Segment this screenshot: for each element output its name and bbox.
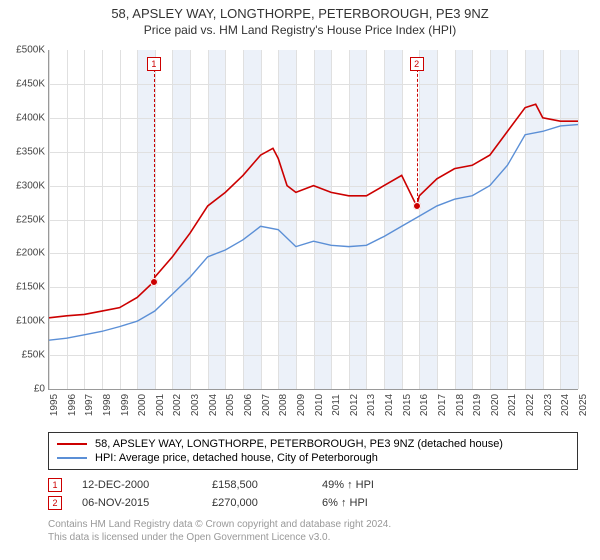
x-axis-label: 2006 bbox=[243, 394, 254, 416]
y-axis-label: £400K bbox=[16, 112, 45, 123]
x-axis-label: 1998 bbox=[102, 394, 113, 416]
y-axis-label: £300K bbox=[16, 180, 45, 191]
plot-area: £0£50K£100K£150K£200K£250K£300K£350K£400… bbox=[48, 50, 578, 390]
x-axis-label: 2009 bbox=[296, 394, 307, 416]
legend-box: 58, APSLEY WAY, LONGTHORPE, PETERBOROUGH… bbox=[48, 432, 578, 470]
x-axis-label: 2003 bbox=[190, 394, 201, 416]
y-axis-label: £0 bbox=[34, 384, 45, 395]
x-axis-label: 1995 bbox=[49, 394, 60, 416]
sale-pct: 6% ↑ HPI bbox=[322, 497, 432, 509]
y-axis-label: £500K bbox=[16, 45, 45, 56]
x-axis-label: 2001 bbox=[155, 394, 166, 416]
x-axis-label: 1997 bbox=[84, 394, 95, 416]
sale-dot-icon bbox=[150, 278, 158, 286]
sale-marker-icon: 1 bbox=[147, 57, 161, 71]
legend-block: 58, APSLEY WAY, LONGTHORPE, PETERBOROUGH… bbox=[48, 432, 578, 544]
page-subtitle: Price paid vs. HM Land Registry's House … bbox=[0, 23, 600, 37]
sale-price: £270,000 bbox=[212, 497, 302, 509]
x-axis-label: 2018 bbox=[455, 394, 466, 416]
x-axis-label: 2024 bbox=[560, 394, 571, 416]
x-axis-label: 2015 bbox=[402, 394, 413, 416]
swatch-red bbox=[57, 443, 87, 445]
x-axis-label: 2023 bbox=[543, 394, 554, 416]
table-row: 2 06-NOV-2015 £270,000 6% ↑ HPI bbox=[48, 494, 578, 512]
chart: £0£50K£100K£150K£200K£250K£300K£350K£400… bbox=[48, 50, 578, 410]
x-axis-label: 2019 bbox=[472, 394, 483, 416]
page-title: 58, APSLEY WAY, LONGTHORPE, PETERBOROUGH… bbox=[0, 6, 600, 21]
y-axis-label: £200K bbox=[16, 248, 45, 259]
root: 58, APSLEY WAY, LONGTHORPE, PETERBOROUGH… bbox=[0, 0, 600, 560]
sale-marker-icon: 1 bbox=[48, 478, 62, 492]
sale-price: £158,500 bbox=[212, 479, 302, 491]
sale-marker-icon: 2 bbox=[48, 496, 62, 510]
sale-dot-icon bbox=[413, 202, 421, 210]
x-axis-label: 2021 bbox=[507, 394, 518, 416]
series-price_paid bbox=[49, 104, 578, 318]
sale-marker-icon: 2 bbox=[410, 57, 424, 71]
y-axis-label: £100K bbox=[16, 316, 45, 327]
x-axis-label: 2002 bbox=[172, 394, 183, 416]
sales-table: 1 12-DEC-2000 £158,500 49% ↑ HPI 2 06-NO… bbox=[48, 476, 578, 512]
x-axis-label: 2025 bbox=[578, 394, 589, 416]
y-axis-label: £350K bbox=[16, 146, 45, 157]
legend-label: 58, APSLEY WAY, LONGTHORPE, PETERBOROUGH… bbox=[95, 438, 503, 450]
footnote-line: This data is licensed under the Open Gov… bbox=[48, 531, 578, 544]
line-layer bbox=[49, 50, 578, 389]
footnote: Contains HM Land Registry data © Crown c… bbox=[48, 518, 578, 544]
x-axis-label: 2020 bbox=[490, 394, 501, 416]
legend-label: HPI: Average price, detached house, City… bbox=[95, 452, 378, 464]
x-axis-label: 2004 bbox=[208, 394, 219, 416]
x-axis-label: 2010 bbox=[314, 394, 325, 416]
x-axis-label: 2008 bbox=[278, 394, 289, 416]
series-hpi bbox=[49, 125, 578, 341]
x-axis-label: 2022 bbox=[525, 394, 536, 416]
x-axis-label: 2016 bbox=[419, 394, 430, 416]
x-axis-label: 1999 bbox=[120, 394, 131, 416]
x-axis-label: 2000 bbox=[137, 394, 148, 416]
table-row: 1 12-DEC-2000 £158,500 49% ↑ HPI bbox=[48, 476, 578, 494]
legend-row: HPI: Average price, detached house, City… bbox=[57, 451, 569, 465]
swatch-blue bbox=[57, 457, 87, 459]
y-axis-label: £450K bbox=[16, 78, 45, 89]
y-axis-label: £250K bbox=[16, 214, 45, 225]
x-axis-label: 1996 bbox=[67, 394, 78, 416]
y-axis-label: £150K bbox=[16, 282, 45, 293]
x-axis-label: 2012 bbox=[349, 394, 360, 416]
y-axis-label: £50K bbox=[22, 350, 45, 361]
x-axis-label: 2005 bbox=[225, 394, 236, 416]
legend-row: 58, APSLEY WAY, LONGTHORPE, PETERBOROUGH… bbox=[57, 437, 569, 451]
title-block: 58, APSLEY WAY, LONGTHORPE, PETERBOROUGH… bbox=[0, 0, 600, 37]
x-axis-label: 2014 bbox=[384, 394, 395, 416]
sale-pct: 49% ↑ HPI bbox=[322, 479, 432, 491]
footnote-line: Contains HM Land Registry data © Crown c… bbox=[48, 518, 578, 531]
x-axis-label: 2011 bbox=[331, 394, 342, 416]
x-axis-label: 2013 bbox=[366, 394, 377, 416]
sale-date: 06-NOV-2015 bbox=[82, 497, 192, 509]
x-axis-label: 2017 bbox=[437, 394, 448, 416]
x-axis-label: 2007 bbox=[261, 394, 272, 416]
sale-date: 12-DEC-2000 bbox=[82, 479, 192, 491]
